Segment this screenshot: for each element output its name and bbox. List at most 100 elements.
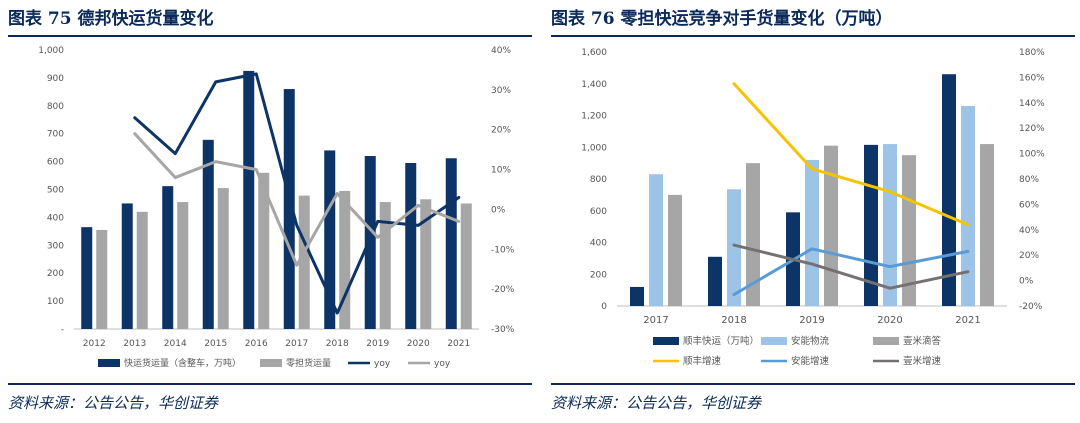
right-legend-label: 壹米增速 [903, 355, 942, 367]
left-legend-swatch [260, 359, 282, 367]
right-legend-label: 顺丰快运（万吨） [683, 335, 759, 347]
left-right-tick-label: 30% [491, 86, 511, 96]
left-bar [339, 190, 351, 329]
right-right-tick-label: 40% [1019, 226, 1039, 236]
right-left-tick-label: 0 [601, 302, 607, 312]
left-x-tick-label: 2021 [447, 339, 470, 349]
left-right-tick-label: -30% [491, 325, 515, 335]
right-bar [824, 145, 838, 306]
right-source-rule [551, 383, 1075, 385]
left-right-tick-label: 20% [491, 126, 511, 136]
right-left-tick-label: 400 [590, 239, 607, 249]
left-right-tick-label: -10% [491, 245, 515, 255]
left-bar [405, 162, 417, 329]
right-left-tick-label: 200 [590, 270, 607, 280]
right-bar [980, 144, 994, 306]
left-left-tick-label: 500 [47, 186, 64, 196]
left-bar [177, 202, 189, 329]
left-x-tick-label: 2013 [123, 339, 146, 349]
right-legend-label: 安能增速 [791, 355, 830, 367]
left-bar [364, 156, 376, 329]
right-series-line [732, 247, 970, 297]
right-legend-label: 安能物流 [791, 335, 830, 347]
right-right-tick-label: 180% [1019, 48, 1045, 58]
left-bar [379, 202, 391, 329]
right-bar [942, 74, 956, 306]
left-chart-title: 图表 75 德邦快运货量变化 [8, 9, 214, 29]
left-series-line [133, 72, 461, 315]
right-source: 资料来源：公告公告，华创证券 [551, 394, 762, 412]
left-legend-label: yoy [434, 359, 451, 369]
left-bar [136, 211, 148, 329]
right-left-tick-label: 600 [590, 207, 607, 217]
left-bar [298, 195, 310, 329]
right-x-tick-label: 2017 [643, 315, 668, 326]
right-legend-swatch [873, 337, 899, 345]
right-bar [630, 286, 644, 306]
left-left-tick-label: 700 [47, 130, 64, 140]
left-legend-label: 快运货运量（含整车，万吨） [124, 357, 241, 369]
left-bar [81, 227, 93, 329]
right-right-tick-label: 60% [1019, 200, 1039, 210]
left-right-tick-label: -20% [491, 285, 515, 295]
right-right-tick-label: 140% [1019, 99, 1045, 109]
right-bar [649, 174, 663, 306]
left-bar [96, 229, 108, 329]
right-series-line [732, 82, 970, 227]
left-bar [202, 139, 214, 329]
right-bar [708, 256, 722, 306]
left-x-tick-label: 2014 [164, 339, 187, 349]
left-bar [258, 172, 270, 329]
right-bar [961, 105, 975, 306]
left-source-rule [8, 383, 532, 385]
left-chart: - 100 200 300 400 500 600 700 800 900 1,000 -30% -20… [38, 46, 515, 369]
left-source: 资料来源：公告公告，华创证券 [8, 394, 219, 412]
right-right-tick-label: 160% [1019, 73, 1045, 83]
left-left-tick-label: 600 [47, 158, 64, 168]
right-chart-title: 图表 76 零担快运竞争对手货量变化（万吨） [551, 9, 893, 29]
left-left-tick-label: 800 [47, 102, 64, 112]
left-bar [121, 203, 133, 329]
left-legend-label: 零担货运量 [286, 357, 331, 369]
left-bar [445, 158, 457, 329]
right-legend-swatch [761, 337, 787, 345]
left-left-tick-label: 200 [47, 269, 64, 279]
right-x-tick-label: 2021 [955, 315, 980, 326]
right-left-tick-label: 800 [590, 175, 607, 185]
right-title-rule [551, 35, 1075, 37]
right-right-tick-label: 120% [1019, 124, 1045, 134]
right-x-tick-label: 2020 [877, 315, 902, 326]
left-bar [324, 150, 336, 329]
left-right-tick-label: 0% [491, 205, 506, 215]
left-bar [217, 188, 229, 329]
left-bar [243, 70, 255, 330]
right-legend-swatch [653, 337, 679, 345]
left-series-line [133, 132, 461, 267]
right-chart-panel: 图表 76 零担快运竞争对手货量变化（万吨） 0 200 400 600 800 1,00… [551, 0, 1075, 423]
left-right-tick-label: 10% [491, 166, 511, 176]
left-bar [283, 89, 295, 329]
left-left-tick-label: 1,000 [38, 46, 64, 56]
right-right-tick-label: 20% [1019, 251, 1039, 261]
right-left-tick-label: 1,400 [581, 80, 607, 90]
right-series-line [732, 243, 970, 290]
right-x-tick-label: 2018 [721, 315, 746, 326]
right-bar [746, 163, 760, 306]
left-title-rule [8, 35, 532, 37]
right-bar [902, 155, 916, 306]
left-x-tick-label: 2018 [326, 339, 349, 349]
left-x-tick-label: 2017 [285, 339, 308, 349]
left-bar [460, 203, 472, 329]
right-bar [668, 194, 682, 306]
left-left-tick-label: 300 [47, 241, 64, 251]
left-right-tick-label: 40% [491, 46, 511, 56]
left-chart-panel: 图表 75 德邦快运货量变化 - 100 200 300 400 500 600 700 800… [8, 0, 532, 423]
left-x-tick-label: 2016 [245, 339, 268, 349]
right-bar [727, 189, 741, 306]
right-right-tick-label: -20% [1019, 302, 1043, 312]
right-x-tick-label: 2019 [799, 315, 824, 326]
right-left-tick-label: 1,600 [581, 48, 607, 58]
left-x-tick-label: 2019 [366, 339, 389, 349]
left-left-tick-label: - [61, 325, 64, 335]
right-left-tick-label: 1,000 [581, 143, 607, 153]
